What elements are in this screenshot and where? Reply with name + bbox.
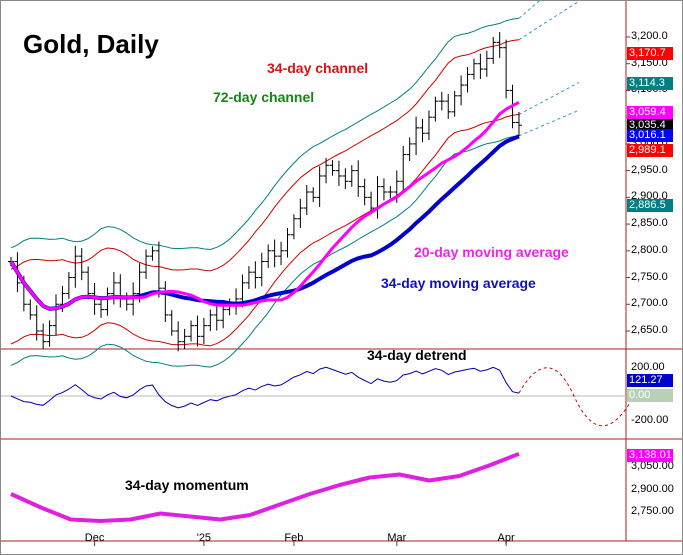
detrend-line — [10, 366, 520, 409]
value-tag: 3,035.4 — [627, 118, 673, 132]
channel-34-upper — [10, 39, 520, 272]
channel-projection — [518, 1, 580, 41]
price-tick-label: 3,200.0 — [631, 30, 668, 42]
x-tick-label: Apr — [497, 532, 515, 544]
price-tick-label: 2,800.0 — [631, 243, 668, 256]
price-tick-label: 3,000.0 — [631, 137, 668, 149]
ma20-line — [9, 100, 520, 311]
ma34-label: 34-day moving average — [381, 275, 536, 291]
channel-projection — [518, 81, 580, 115]
detrend-projection — [518, 367, 630, 427]
detrend-tick-label: -200.00 — [631, 414, 669, 426]
channel-72-lower — [10, 135, 520, 368]
value-tag: 3,170.7 — [627, 46, 673, 60]
ma20-label: 20-day moving average — [414, 244, 569, 260]
chart-title: Gold, Daily — [23, 29, 159, 59]
value-tag: 3,016.1 — [627, 129, 673, 143]
detrend-zero-tag: 0.00 — [627, 389, 673, 402]
channel-72-upper — [10, 17, 520, 251]
channel-projection — [518, 109, 580, 137]
price-tick-label: 2,650.0 — [631, 323, 668, 336]
value-tag: 2,886.5 — [627, 198, 673, 212]
x-tick-label: '25 — [196, 532, 212, 544]
detrend-value-tag: 121.27 — [627, 374, 673, 387]
channel-72-label: 72-day channel — [213, 89, 315, 105]
detrend-label: 34-day detrend — [367, 347, 467, 363]
x-tick-label: Feb — [284, 532, 304, 544]
price-tick-label: 2,950.0 — [631, 163, 668, 176]
momentum-label: 34-day momentum — [125, 477, 249, 493]
momentum-tick-label: 2,900.00 — [631, 482, 674, 495]
momentum-tick-label: 3,050.00 — [631, 460, 674, 472]
price-tick-label: 2,750.0 — [631, 270, 668, 283]
channel-projection — [518, 1, 540, 19]
value-tag: 3,059.4 — [627, 106, 673, 120]
price-tick-label: 3,150.0 — [631, 56, 668, 69]
x-tick-label: Dec — [84, 532, 105, 544]
momentum-value-tag: 3,138.01 — [627, 449, 673, 462]
price-tick-label: 2,850.0 — [631, 217, 668, 230]
price-tick-label: 2,900.0 — [631, 190, 668, 203]
channel-34-lower — [10, 114, 520, 347]
momentum-tick-label: 2,750.00 — [631, 505, 674, 517]
value-tag: 3,114.3 — [627, 76, 673, 90]
momentum-line — [10, 451, 520, 523]
value-tag: 2,989.1 — [627, 143, 673, 157]
detrend-tick-label: 200.00 — [631, 361, 665, 373]
channel-34-label: 34-day channel — [267, 60, 369, 76]
price-tick-label: 2,700.0 — [631, 297, 668, 310]
x-tick-label: Mar — [387, 532, 407, 544]
